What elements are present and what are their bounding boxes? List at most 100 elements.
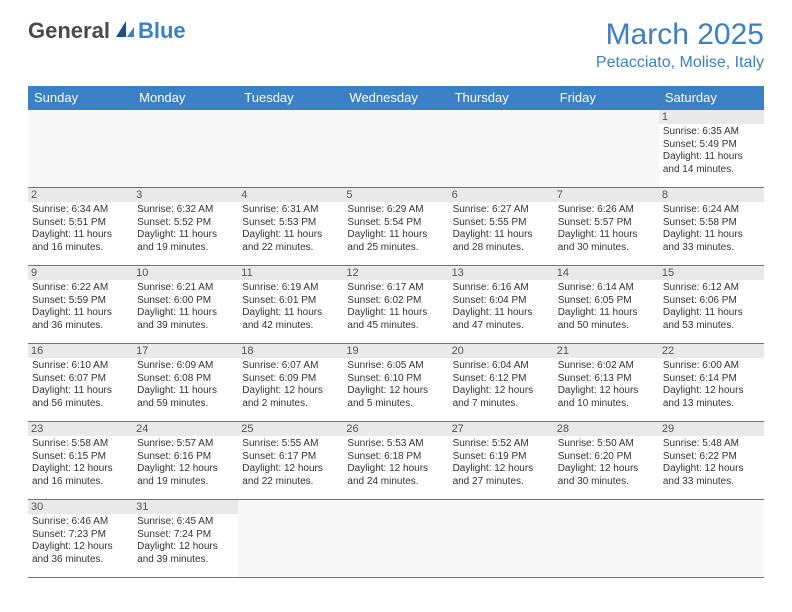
sunset-text: Sunset: 6:04 PM (453, 295, 550, 308)
day-number: 26 (343, 422, 448, 436)
calendar-cell: 12 Sunrise: 6:17 AMSunset: 6:02 PMDayligh… (343, 266, 448, 344)
daylight-text: Daylight: 11 hours and 28 minutes. (453, 229, 550, 254)
logo-part2: Blue (138, 18, 186, 44)
sunset-text: Sunset: 5:57 PM (558, 217, 655, 230)
sunset-text: Sunset: 6:01 PM (242, 295, 339, 308)
day-number: 29 (659, 422, 764, 436)
calendar-cell: 9 Sunrise: 6:22 AMSunset: 5:59 PMDaylight… (28, 266, 133, 344)
daylight-text: Daylight: 12 hours and 7 minutes. (453, 385, 550, 410)
day-number: 10 (133, 266, 238, 280)
sail-icon (114, 19, 136, 44)
day-details: Sunrise: 6:07 AMSunset: 6:09 PMDaylight:… (242, 360, 339, 410)
day-details: Sunrise: 6:24 AMSunset: 5:58 PMDaylight:… (663, 204, 760, 254)
day-number: 1 (659, 110, 764, 124)
calendar-cell: 15Sunrise: 6:12 AMSunset: 6:06 PMDayligh… (659, 266, 764, 344)
sunrise-text: Sunrise: 6:04 AM (453, 360, 550, 373)
sunset-text: Sunset: 6:18 PM (347, 451, 444, 464)
sunrise-text: Sunrise: 6:19 AM (242, 282, 339, 295)
daylight-text: Daylight: 12 hours and 24 minutes. (347, 463, 444, 488)
calendar-week: 16Sunrise: 6:10 AMSunset: 6:07 PMDayligh… (28, 344, 764, 422)
daylight-text: Daylight: 12 hours and 33 minutes. (663, 463, 760, 488)
sunrise-text: Sunrise: 5:52 AM (453, 438, 550, 451)
day-number: 12 (343, 266, 448, 280)
day-number: 13 (449, 266, 554, 280)
day-number: 28 (554, 422, 659, 436)
sunrise-text: Sunrise: 6:07 AM (242, 360, 339, 373)
sunset-text: Sunset: 6:05 PM (558, 295, 655, 308)
sunrise-text: Sunrise: 5:53 AM (347, 438, 444, 451)
calendar-cell: 26 Sunrise: 5:53 AMSunset: 6:18 PMDayligh… (343, 422, 448, 500)
day-number: 7 (554, 188, 659, 202)
calendar-week: 9 Sunrise: 6:22 AMSunset: 5:59 PMDaylight… (28, 266, 764, 344)
day-details: Sunrise: 6:04 AMSunset: 6:12 PMDaylight:… (453, 360, 550, 410)
calendar-cell: 28 Sunrise: 5:50 AMSunset: 6:20 PMDayligh… (554, 422, 659, 500)
day-number: 21 (554, 344, 659, 358)
day-number: 9 (28, 266, 133, 280)
daylight-text: Daylight: 11 hours and 39 minutes. (137, 307, 234, 332)
sunrise-text: Sunrise: 6:27 AM (453, 204, 550, 217)
daylight-text: Daylight: 11 hours and 16 minutes. (32, 229, 129, 254)
calendar-cell: 31Sunrise: 6:45 AMSunset: 7:24 PMDayligh… (133, 500, 238, 578)
sunrise-text: Sunrise: 6:35 AM (663, 126, 760, 139)
sunrise-text: Sunrise: 6:05 AM (347, 360, 444, 373)
daylight-text: Daylight: 11 hours and 45 minutes. (347, 307, 444, 332)
calendar-week: 2Sunrise: 6:34 AMSunset: 5:51 PMDaylight… (28, 188, 764, 266)
day-details: Sunrise: 6:46 AMSunset: 7:23 PMDaylight:… (32, 516, 129, 566)
sunset-text: Sunset: 7:23 PM (32, 529, 129, 542)
calendar-cell (449, 500, 554, 578)
sunrise-text: Sunrise: 5:50 AM (558, 438, 655, 451)
day-details: Sunrise: 6:29 AMSunset: 5:54 PMDaylight:… (347, 204, 444, 254)
calendar-cell (343, 110, 448, 188)
sunset-text: Sunset: 6:02 PM (347, 295, 444, 308)
sunrise-text: Sunrise: 6:34 AM (32, 204, 129, 217)
day-header-row: Sunday Monday Tuesday Wednesday Thursday… (28, 86, 764, 110)
sunrise-text: Sunrise: 5:57 AM (137, 438, 234, 451)
day-number: 6 (449, 188, 554, 202)
sunrise-text: Sunrise: 6:22 AM (32, 282, 129, 295)
daylight-text: Daylight: 12 hours and 10 minutes. (558, 385, 655, 410)
day-number: 20 (449, 344, 554, 358)
calendar-cell: 21Sunrise: 6:02 AMSunset: 6:13 PMDayligh… (554, 344, 659, 422)
day-header: Wednesday (343, 86, 448, 110)
sunrise-text: Sunrise: 6:02 AM (558, 360, 655, 373)
day-number: 15 (659, 266, 764, 280)
sunrise-text: Sunrise: 5:58 AM (32, 438, 129, 451)
sunset-text: Sunset: 6:14 PM (663, 373, 760, 386)
sunset-text: Sunset: 5:49 PM (663, 139, 760, 152)
day-header: Friday (554, 86, 659, 110)
daylight-text: Daylight: 11 hours and 47 minutes. (453, 307, 550, 332)
sunrise-text: Sunrise: 6:46 AM (32, 516, 129, 529)
sunrise-text: Sunrise: 6:16 AM (453, 282, 550, 295)
daylight-text: Daylight: 11 hours and 50 minutes. (558, 307, 655, 332)
sunset-text: Sunset: 6:17 PM (242, 451, 339, 464)
logo: General Blue (28, 18, 186, 44)
day-details: Sunrise: 6:00 AMSunset: 6:14 PMDaylight:… (663, 360, 760, 410)
day-number: 14 (554, 266, 659, 280)
day-number: 8 (659, 188, 764, 202)
calendar-cell: 20 Sunrise: 6:04 AMSunset: 6:12 PMDayligh… (449, 344, 554, 422)
calendar-cell (343, 500, 448, 578)
sunrise-text: Sunrise: 6:32 AM (137, 204, 234, 217)
calendar-cell: 18Sunrise: 6:07 AMSunset: 6:09 PMDayligh… (238, 344, 343, 422)
daylight-text: Daylight: 12 hours and 5 minutes. (347, 385, 444, 410)
day-number: 25 (238, 422, 343, 436)
sunset-text: Sunset: 5:51 PM (32, 217, 129, 230)
day-header: Saturday (659, 86, 764, 110)
sunset-text: Sunset: 6:22 PM (663, 451, 760, 464)
day-details: Sunrise: 6:22 AMSunset: 5:59 PMDaylight:… (32, 282, 129, 332)
calendar-cell: 29Sunrise: 5:48 AMSunset: 6:22 PMDayligh… (659, 422, 764, 500)
day-details: Sunrise: 5:50 AMSunset: 6:20 PMDaylight:… (558, 438, 655, 488)
daylight-text: Daylight: 12 hours and 16 minutes. (32, 463, 129, 488)
sunrise-text: Sunrise: 6:00 AM (663, 360, 760, 373)
day-details: Sunrise: 6:14 AMSunset: 6:05 PMDaylight:… (558, 282, 655, 332)
calendar-cell (449, 110, 554, 188)
daylight-text: Daylight: 12 hours and 36 minutes. (32, 541, 129, 566)
sunset-text: Sunset: 6:10 PM (347, 373, 444, 386)
day-details: Sunrise: 6:21 AMSunset: 6:00 PMDaylight:… (137, 282, 234, 332)
day-number: 23 (28, 422, 133, 436)
sunrise-text: Sunrise: 6:17 AM (347, 282, 444, 295)
sunset-text: Sunset: 7:24 PM (137, 529, 234, 542)
calendar-cell: 4Sunrise: 6:31 AMSunset: 5:53 PMDaylight… (238, 188, 343, 266)
calendar-cell: 8 Sunrise: 6:24 AMSunset: 5:58 PMDaylight… (659, 188, 764, 266)
day-number: 11 (238, 266, 343, 280)
